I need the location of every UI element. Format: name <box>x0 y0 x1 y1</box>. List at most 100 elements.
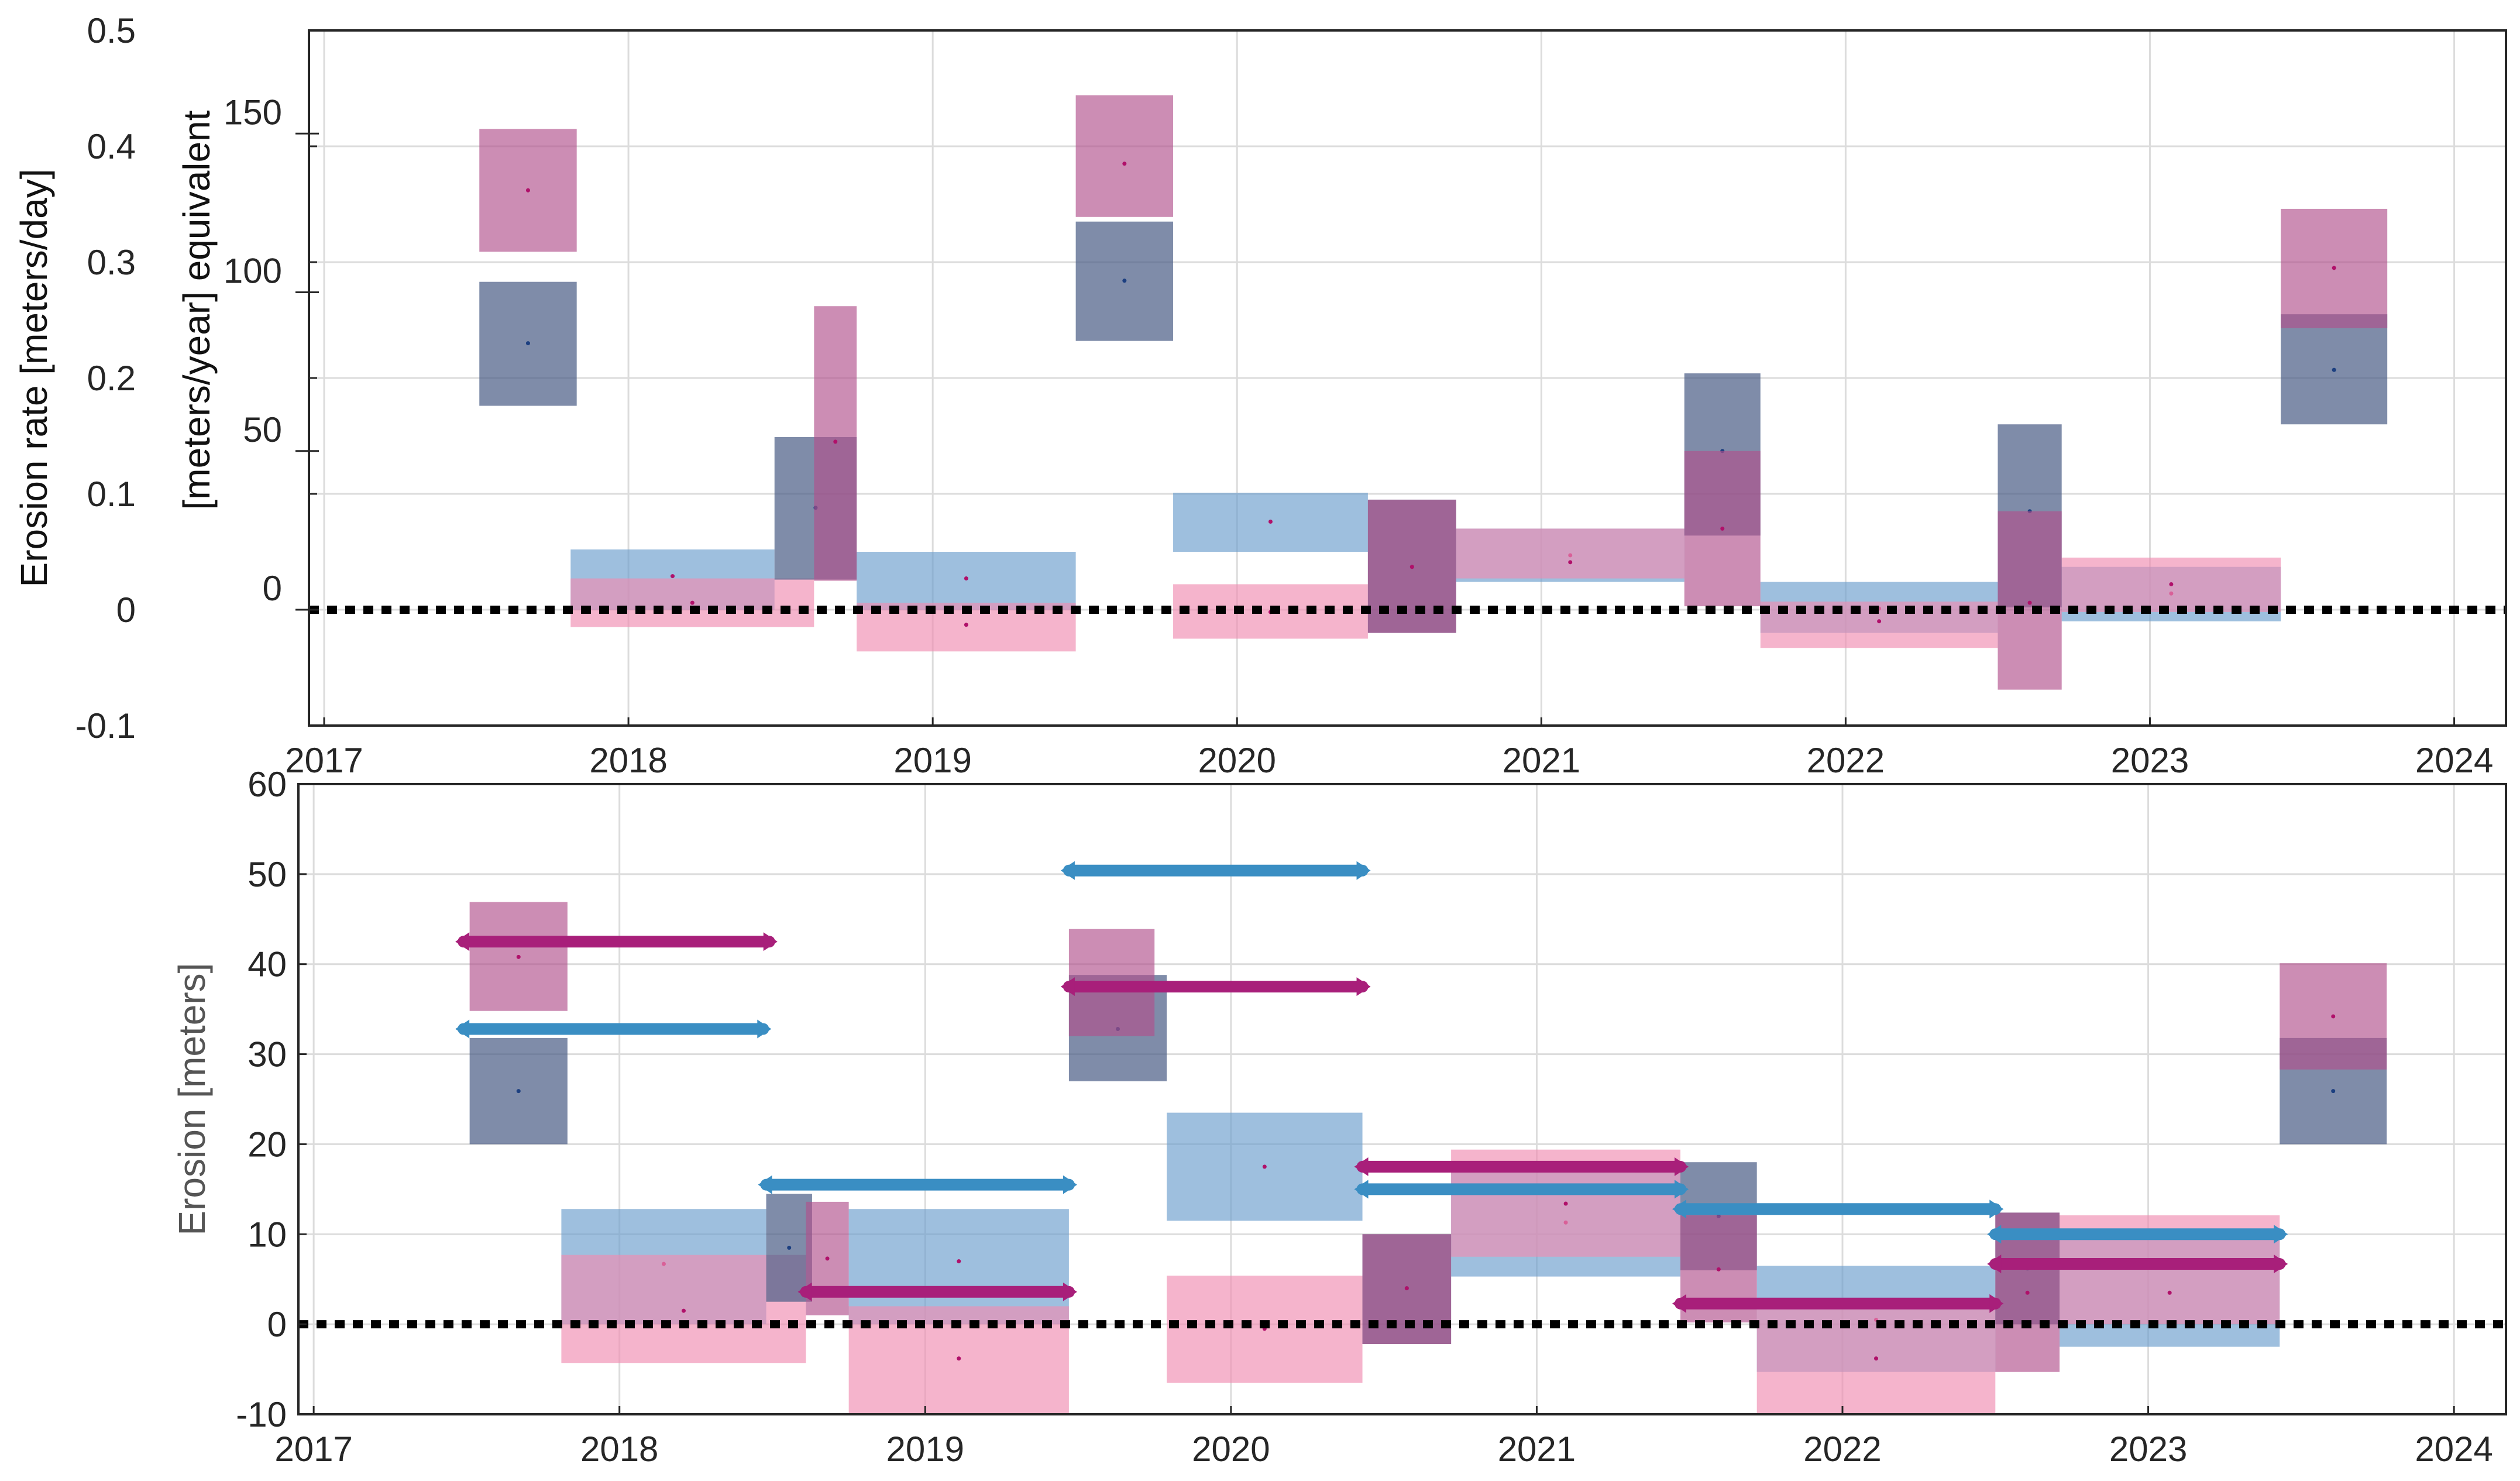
interval-end-head-11 <box>2274 1225 2288 1244</box>
interval-start-head-10 <box>1672 1294 1687 1313</box>
magenta-box-6 <box>1998 511 2062 690</box>
bottom-y-axis-title: Erosion [meters] <box>171 963 213 1236</box>
magenta-midpoint-1 <box>516 954 521 959</box>
interval-start-head-6 <box>1060 977 1075 997</box>
pink-midpoint-5 <box>1873 1356 1878 1361</box>
y-tick-label-50: 50 <box>247 855 287 894</box>
interval-end-head-12 <box>2274 1255 2288 1274</box>
pink-midpoint-1 <box>690 600 695 605</box>
y-tick-label-10: 10 <box>247 1215 287 1254</box>
navy-midpoint-1 <box>516 1089 521 1094</box>
interval-end-head-5 <box>1356 861 1371 880</box>
magenta-midpoint-4 <box>1404 1286 1409 1291</box>
y2-tick-label-50: 50 <box>243 410 282 449</box>
bottom-axes-frame <box>297 783 2507 1415</box>
interval-end-head-4 <box>1063 1282 1077 1301</box>
interval-end-head-8 <box>1675 1180 1689 1199</box>
x-tick-label-2017: 2017 <box>285 741 363 780</box>
y-tick-label--0.1: -0.1 <box>75 706 136 745</box>
magenta-midpoint-5 <box>1720 526 1725 531</box>
magenta-midpoint-1 <box>525 188 530 193</box>
pink-midpoint-4 <box>1563 1201 1568 1206</box>
y-tick-label-0.1: 0.1 <box>87 475 136 514</box>
interval-end-head-2 <box>757 1019 772 1039</box>
pink-midpoint-1 <box>681 1308 686 1313</box>
y2-tick-label-100: 100 <box>224 252 282 291</box>
x-tick-label-2024: 2024 <box>2415 1430 2493 1469</box>
interval-start-head-9 <box>1672 1200 1687 1219</box>
interval-end-head-1 <box>763 932 778 951</box>
y-tick-label-0.3: 0.3 <box>87 243 136 282</box>
y-tick-label-40: 40 <box>247 945 287 984</box>
interval-start-head-3 <box>758 1175 772 1194</box>
top-y-axis-title: Erosion rate [meters/day] <box>13 169 55 587</box>
lightblue-box-2 <box>848 1209 1069 1325</box>
x-tick-label-2024: 2024 <box>2415 741 2493 780</box>
y-tick-label-0.4: 0.4 <box>87 127 136 166</box>
magenta-midpoint-2 <box>825 1256 830 1261</box>
x-tick-label-2017: 2017 <box>274 1430 352 1469</box>
x-tick-label-2020: 2020 <box>1198 741 1276 780</box>
lightblue-midpoint-3 <box>1268 520 1273 524</box>
bottom-interval-arrows <box>455 861 2288 1313</box>
navy-midpoint-2 <box>787 1245 792 1250</box>
pink-midpoint-5 <box>1877 619 1882 624</box>
interval-start-head-4 <box>797 1282 812 1301</box>
bottom-tick-labels: 2017 2018 2019 2020 2021 2022 2023 2024 -10 0 10 20… <box>236 765 2493 1469</box>
bottom-boxes <box>469 902 2387 1414</box>
y-tick-label-60: 60 <box>247 765 287 804</box>
pink-midpoint-6 <box>2169 582 2174 586</box>
y-tick-label--10: -10 <box>236 1395 287 1434</box>
interval-end-head-7 <box>1675 1157 1689 1176</box>
magenta-midpoint-7 <box>2332 266 2336 270</box>
interval-start-head-12 <box>1987 1255 2002 1274</box>
top-tick-labels: 2017 2018 2019 2020 2021 2022 2023 2024 -0.1 0 0.1… <box>75 11 2494 780</box>
interval-end-head-9 <box>1989 1200 2004 1219</box>
interval-start-head-7 <box>1354 1157 1369 1176</box>
navy-midpoint-1 <box>525 341 530 346</box>
navy-midpoint-3 <box>1122 279 1127 283</box>
x-tick-label-2018: 2018 <box>580 1430 658 1469</box>
magenta-midpoint-5 <box>1716 1267 1721 1272</box>
pink-midpoint-4 <box>1568 560 1573 565</box>
top-y2-axis-title: [meters/year] equivalent <box>176 110 218 510</box>
x-tick-label-2023: 2023 <box>2111 741 2189 780</box>
x-tick-label-2019: 2019 <box>893 741 971 780</box>
lightblue-midpoint-1 <box>670 574 675 579</box>
y-tick-label-0.5: 0.5 <box>87 11 136 50</box>
lightblue-box-2 <box>857 552 1076 610</box>
pink-midpoint-2 <box>964 623 968 627</box>
y-tick-label-0: 0 <box>267 1305 287 1344</box>
x-tick-label-2021: 2021 <box>1503 741 1580 780</box>
top-panel: 2017 2018 2019 2020 2021 2022 2023 2024 -0.1 0 0.1… <box>13 11 2507 780</box>
lightblue-midpoint-3 <box>1262 1164 1267 1169</box>
lightblue-midpoint-2 <box>964 576 968 581</box>
interval-start-head-1 <box>455 932 470 951</box>
interval-start-head-8 <box>1354 1180 1369 1199</box>
navy-midpoint-7 <box>2332 367 2336 372</box>
x-tick-label-2022: 2022 <box>1803 1430 1881 1469</box>
interval-start-head-11 <box>1987 1225 2002 1244</box>
bottom-panel: 2017 2018 2019 2020 2021 2022 2023 2024 -10 0 10 20… <box>171 765 2507 1469</box>
pink-midpoint-2 <box>957 1356 961 1361</box>
y-tick-label-0: 0 <box>116 590 136 630</box>
interval-end-head-3 <box>1063 1175 1077 1194</box>
x-tick-label-2018: 2018 <box>589 741 667 780</box>
interval-start-head-5 <box>1060 861 1075 880</box>
x-tick-label-2019: 2019 <box>886 1430 964 1469</box>
magenta-midpoint-3 <box>1122 161 1127 166</box>
x-tick-label-2022: 2022 <box>1807 741 1885 780</box>
top-boxes <box>479 95 2388 690</box>
interval-start-head-2 <box>455 1019 470 1039</box>
magenta-midpoint-6 <box>2027 600 2032 605</box>
pink-box-4 <box>1456 528 1684 579</box>
interval-end-head-10 <box>1989 1294 2004 1313</box>
magenta-midpoint-6 <box>2025 1290 2030 1295</box>
y-tick-label-20: 20 <box>247 1125 287 1164</box>
x-tick-label-2021: 2021 <box>1498 1430 1576 1469</box>
x-tick-label-2020: 2020 <box>1192 1430 1270 1469</box>
y2-tick-label-0: 0 <box>263 569 282 608</box>
x-tick-label-2023: 2023 <box>2109 1430 2187 1469</box>
y-tick-label-0.2: 0.2 <box>87 359 136 398</box>
y2-tick-label-150: 150 <box>224 92 282 132</box>
